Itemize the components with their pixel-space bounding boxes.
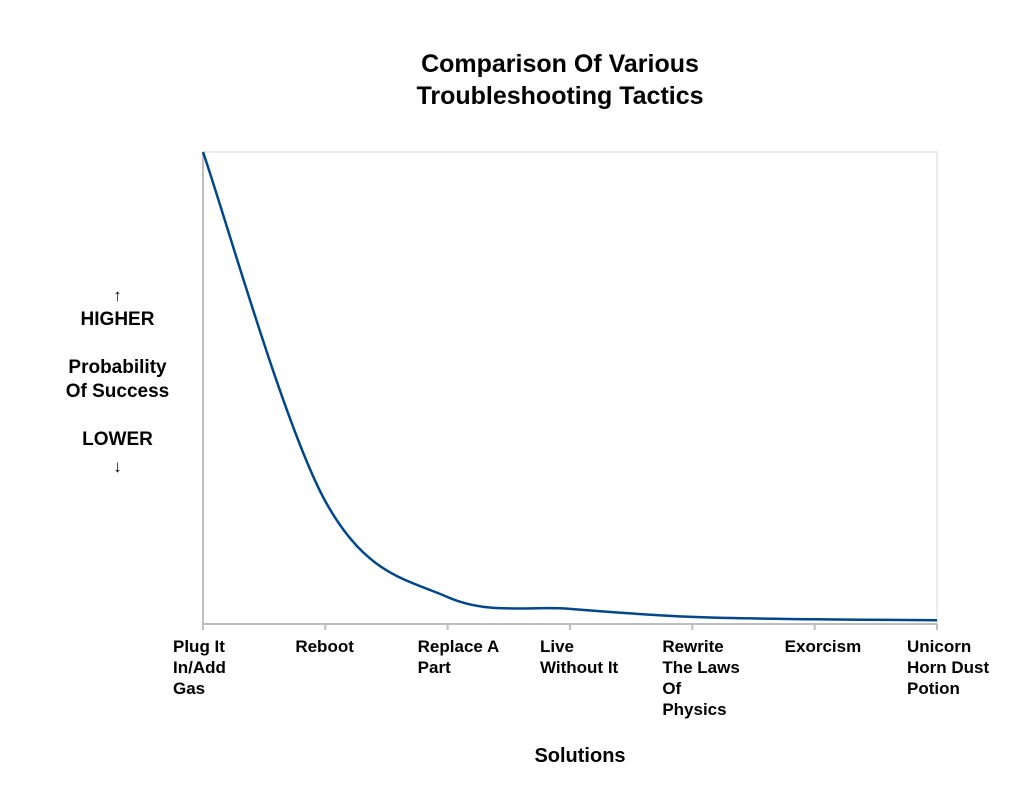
y-axis-title: Probability Of Success	[65, 357, 170, 402]
up-arrow-icon: ↑	[113, 286, 122, 305]
chart-title: Comparison Of Various Troubleshooting Ta…	[416, 50, 704, 110]
x-tick-label: Unicorn Horn Dust Potion	[907, 637, 990, 698]
plot-area-border	[202, 151, 938, 625]
x-tick-label: Replace A Part	[417, 637, 500, 677]
y-high-label: HIGHER	[80, 309, 155, 330]
x-tick-label: Exorcism	[784, 637, 862, 656]
down-arrow-icon: ↓	[113, 457, 122, 476]
x-tick-label: Rewrite The Laws Of Physics	[662, 637, 740, 719]
x-tick-label: Reboot	[295, 637, 354, 656]
y-low-label: LOWER	[82, 429, 153, 450]
series-line	[201, 151, 938, 622]
x-axis-title: Solutions	[534, 745, 626, 767]
x-tick-label: Live Without It	[540, 637, 619, 677]
x-tick-label: Plug It In/Add Gas	[173, 637, 226, 698]
